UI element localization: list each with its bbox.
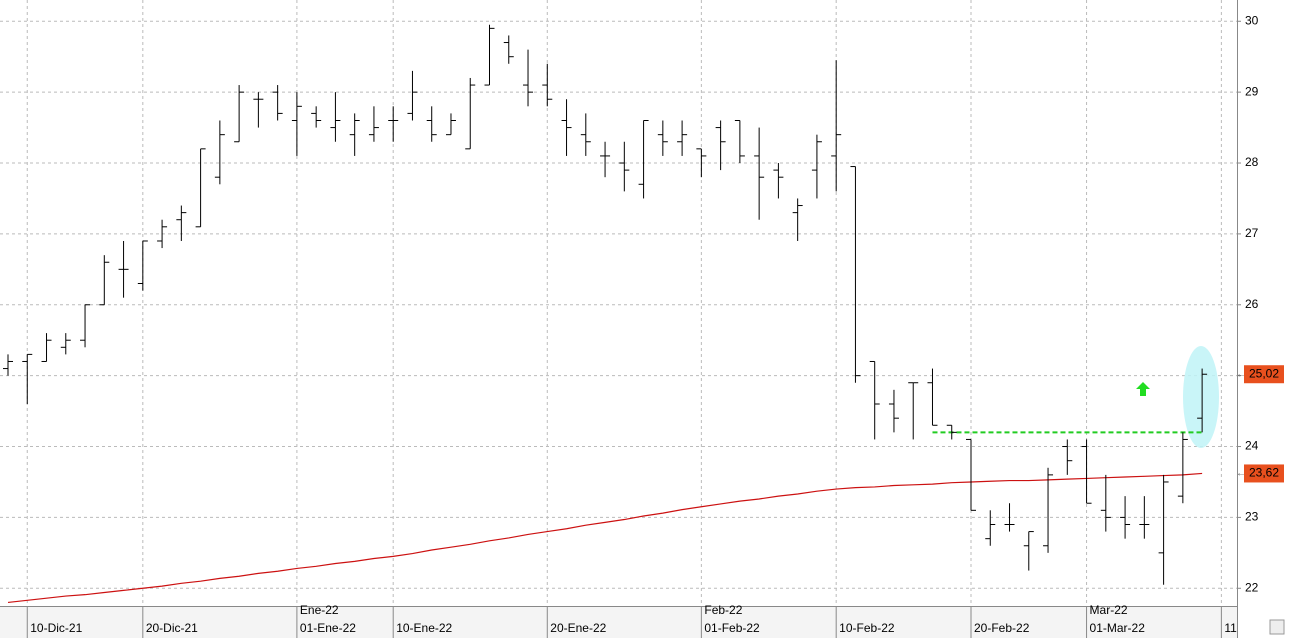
x-tick-label: 20-Feb-22 — [974, 621, 1030, 635]
price-marker-label: 25,02 — [1249, 366, 1279, 380]
price-marker — [1244, 464, 1284, 483]
month-label: Feb-22 — [704, 603, 742, 617]
y-tick-label: 26 — [1245, 297, 1259, 311]
x-axis-band — [0, 606, 1237, 638]
highlight-ellipse — [1183, 346, 1219, 448]
price-marker-label: 23,62 — [1249, 466, 1279, 480]
y-tick-label: 29 — [1245, 84, 1259, 98]
price-marker-arrow: ← — [1236, 369, 1246, 380]
x-tick-label: 01-Mar-22 — [1090, 621, 1146, 635]
x-tick-label: 20-Dic-21 — [146, 621, 198, 635]
up-arrow — [1136, 382, 1150, 396]
moving-average-line — [7, 472, 1203, 604]
x-tick-label: 10-Dic-21 — [30, 621, 82, 635]
corner-icon[interactable] — [1269, 619, 1285, 635]
x-tick-label: 01-Feb-22 — [704, 621, 760, 635]
x-tick-label: 20-Ene-22 — [550, 621, 606, 635]
month-label: Mar-22 — [1090, 603, 1128, 617]
y-tick-label: 22 — [1245, 580, 1259, 594]
price-marker-arrow: ← — [1236, 468, 1246, 479]
y-tick-label: 30 — [1245, 13, 1259, 27]
y-tick-label: 27 — [1245, 226, 1259, 240]
y-tick-label: 28 — [1245, 155, 1259, 169]
y-tick-label: 24 — [1245, 439, 1259, 453]
x-tick-label: 11 — [1224, 621, 1237, 635]
x-tick-label: 10-Ene-22 — [396, 621, 452, 635]
price-marker — [1244, 365, 1284, 384]
month-label: Ene-22 — [300, 603, 339, 617]
x-tick-label: 10-Feb-22 — [839, 621, 895, 635]
y-tick-label: 23 — [1245, 510, 1259, 524]
x-tick-label: 01-Ene-22 — [300, 621, 356, 635]
